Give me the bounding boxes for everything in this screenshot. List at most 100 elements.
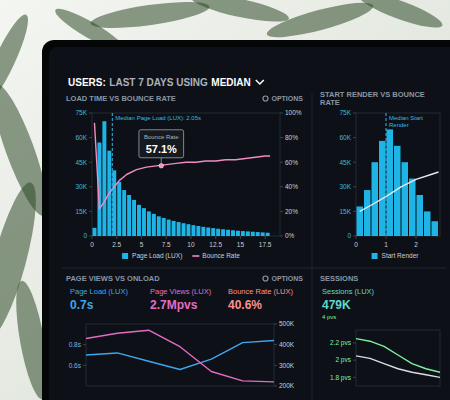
plot-marks (93, 113, 271, 236)
panel-title: START RENDER VS BOUNCERATE (320, 90, 425, 107)
title-part: MEDIAN (211, 77, 250, 88)
histogram-bar (167, 220, 171, 236)
y2-tick-label: 300K (279, 362, 295, 369)
y2-tick-label: 200K (279, 382, 295, 389)
plot-frame (356, 113, 440, 236)
x-tick (386, 236, 387, 239)
series-line (94, 123, 270, 209)
legend-swatch (192, 255, 199, 257)
panel-title: PAGE VIEWS VS ONLOAD (66, 274, 160, 283)
legend-label: Page Load (LUX) (132, 252, 182, 260)
y-tick-label: 2 pvs (335, 356, 351, 364)
tooltip-point (159, 164, 163, 168)
legend-label: Start Render (382, 252, 420, 259)
stage: USERS:LAST 7 DAYS USINGMEDIANOPTIONSLOAD… (0, 0, 450, 400)
histogram-bar (201, 227, 205, 236)
series-line (360, 172, 439, 211)
y-tick-label: 45K (75, 159, 87, 166)
options-menu[interactable]: OPTIONS (271, 95, 303, 102)
tooltip-box (139, 130, 184, 158)
plant-leaf (189, 0, 291, 27)
histogram-bar (409, 179, 416, 236)
options-icon (263, 276, 268, 281)
text-line: Render (389, 122, 409, 128)
panel-separator (312, 94, 313, 400)
histogram-bar (137, 205, 141, 236)
histogram-bar (177, 222, 181, 236)
series-line (86, 341, 274, 370)
y-tick (353, 211, 356, 212)
legend-swatch (122, 253, 128, 259)
histogram-bar (117, 182, 121, 236)
legend: Start Render (372, 252, 420, 259)
y2-tick-label: 100% (285, 109, 302, 116)
x-tick (190, 236, 191, 239)
histogram-bar (216, 229, 220, 236)
panel-title: SESSIONS (320, 274, 358, 283)
x-tick (240, 236, 241, 239)
plot-frame (86, 324, 274, 386)
x-tick (356, 236, 357, 239)
y2-tick (274, 344, 277, 345)
y2-tick (280, 236, 283, 237)
histogram-bar (187, 224, 191, 236)
x-tick-label: 12.5 (209, 241, 222, 248)
stat-label: Sessions (LUX) (322, 287, 375, 296)
y2-tick (280, 162, 283, 163)
histogram-bar (112, 170, 116, 236)
tooltip-value: 57.1% (146, 143, 177, 155)
y-tick (83, 365, 86, 366)
y2-tick-label: 40% (285, 183, 298, 190)
series-line (86, 330, 274, 382)
plot-marks (356, 339, 440, 378)
y2-tick (274, 386, 277, 387)
histogram-bar (379, 141, 386, 236)
y-tick (89, 162, 92, 163)
y2-tick-label: 20% (285, 208, 298, 215)
histogram-bar (221, 229, 225, 236)
plant-leaf (355, 0, 446, 34)
histogram-bar (196, 226, 200, 236)
y2-tick (280, 211, 283, 212)
histogram-bar (206, 227, 210, 236)
x-tick (92, 236, 93, 239)
y-tick (353, 360, 356, 361)
y-tick (353, 342, 356, 343)
y-tick-label: 45K (339, 159, 351, 166)
y-tick (353, 162, 356, 163)
y-tick-label: 30K (339, 183, 351, 190)
histogram-bar (102, 121, 106, 236)
histogram-bar (432, 221, 439, 236)
x-tick (265, 236, 266, 239)
options-menu[interactable]: OPTIONS (271, 275, 303, 282)
histogram-bar (246, 231, 250, 236)
y-tick-label: 2.2 pvs (330, 339, 352, 347)
title-part: LAST 7 DAYS USING (109, 77, 208, 88)
x-tick (416, 236, 417, 239)
median-label: Median Page Load (LUX): 2.05s (115, 115, 201, 121)
series-line (356, 339, 440, 373)
plot-marks (357, 113, 439, 236)
histogram-bar (372, 162, 379, 236)
y-tick-label: 1.8 pvs (330, 374, 352, 382)
y-tick-label: 75K (75, 109, 87, 116)
y-tick (353, 113, 356, 114)
legend: Page Load (LUX)Bounce Rate (122, 252, 240, 260)
y-tick (83, 344, 86, 345)
stat-value: 0.7s (70, 298, 94, 312)
panel-title: LOAD TIME VS BOUNCE RATE (66, 94, 176, 103)
histogram-bar (402, 162, 409, 236)
x-tick-label: 10 (187, 241, 195, 248)
y-tick-label: 30K (75, 183, 87, 190)
stat-label: Page Views (LUX) (150, 287, 212, 296)
y-tick (89, 137, 92, 138)
plot-marks (86, 330, 274, 382)
y-tick-label: 15K (75, 208, 87, 215)
histogram-bar (387, 129, 394, 236)
stat-value: 479K (322, 298, 351, 312)
y-tick-label: 0.8s (69, 341, 82, 348)
histogram-bar (211, 228, 215, 236)
stat-label: Bounce Rate (LUX) (228, 287, 294, 296)
histogram-bar (142, 208, 146, 236)
tooltip-pointer (161, 158, 162, 164)
